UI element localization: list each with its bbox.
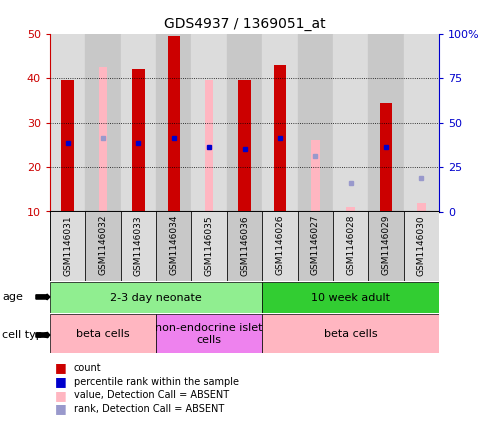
- Text: ■: ■: [55, 402, 67, 415]
- Text: non-endocrine islet
cells: non-endocrine islet cells: [155, 323, 263, 345]
- Bar: [85, 212, 121, 281]
- Bar: [50, 282, 262, 313]
- Bar: [368, 34, 404, 212]
- Text: 10 week adult: 10 week adult: [311, 293, 390, 302]
- Text: count: count: [74, 363, 101, 373]
- Text: ■: ■: [55, 375, 67, 388]
- Bar: [50, 314, 156, 353]
- Text: GSM1146036: GSM1146036: [240, 215, 249, 276]
- Text: GSM1146035: GSM1146035: [205, 215, 214, 276]
- Bar: [121, 212, 156, 281]
- Text: age: age: [2, 292, 23, 302]
- Bar: [168, 36, 180, 212]
- Bar: [205, 80, 214, 212]
- Text: percentile rank within the sample: percentile rank within the sample: [74, 376, 239, 387]
- Bar: [239, 80, 250, 212]
- Bar: [227, 34, 262, 212]
- Bar: [156, 34, 192, 212]
- Bar: [192, 212, 227, 281]
- Bar: [380, 103, 392, 212]
- Text: ■: ■: [55, 362, 67, 374]
- Bar: [85, 34, 121, 212]
- Bar: [297, 212, 333, 281]
- Title: GDS4937 / 1369051_at: GDS4937 / 1369051_at: [164, 17, 325, 31]
- Bar: [227, 212, 262, 281]
- Bar: [262, 314, 439, 353]
- Bar: [368, 212, 404, 281]
- Bar: [192, 34, 227, 212]
- Bar: [333, 212, 368, 281]
- Text: ■: ■: [55, 389, 67, 401]
- Text: beta cells: beta cells: [76, 329, 130, 339]
- Text: GSM1146026: GSM1146026: [275, 215, 284, 275]
- Bar: [99, 67, 107, 212]
- Bar: [156, 212, 192, 281]
- Text: GSM1146034: GSM1146034: [169, 215, 178, 275]
- Text: value, Detection Call = ABSENT: value, Detection Call = ABSENT: [74, 390, 229, 400]
- Bar: [333, 34, 368, 212]
- Text: GSM1146027: GSM1146027: [311, 215, 320, 275]
- Bar: [346, 207, 355, 212]
- Bar: [262, 282, 439, 313]
- Bar: [297, 34, 333, 212]
- Bar: [132, 69, 145, 212]
- Bar: [121, 34, 156, 212]
- Bar: [417, 203, 426, 212]
- Bar: [262, 212, 297, 281]
- Text: rank, Detection Call = ABSENT: rank, Detection Call = ABSENT: [74, 404, 224, 414]
- Text: GSM1146028: GSM1146028: [346, 215, 355, 275]
- Text: beta cells: beta cells: [324, 329, 377, 339]
- Bar: [404, 34, 439, 212]
- Bar: [156, 314, 262, 353]
- Text: GSM1146031: GSM1146031: [63, 215, 72, 276]
- Text: GSM1146032: GSM1146032: [98, 215, 107, 275]
- Text: GSM1146030: GSM1146030: [417, 215, 426, 276]
- Text: GSM1146033: GSM1146033: [134, 215, 143, 276]
- Bar: [50, 212, 85, 281]
- Text: cell type: cell type: [2, 330, 50, 340]
- Bar: [50, 34, 85, 212]
- Text: GSM1146029: GSM1146029: [382, 215, 391, 275]
- Text: 2-3 day neonate: 2-3 day neonate: [110, 293, 202, 302]
- Bar: [61, 80, 74, 212]
- Bar: [273, 65, 286, 211]
- Bar: [311, 140, 320, 212]
- Bar: [262, 34, 297, 212]
- Bar: [404, 212, 439, 281]
